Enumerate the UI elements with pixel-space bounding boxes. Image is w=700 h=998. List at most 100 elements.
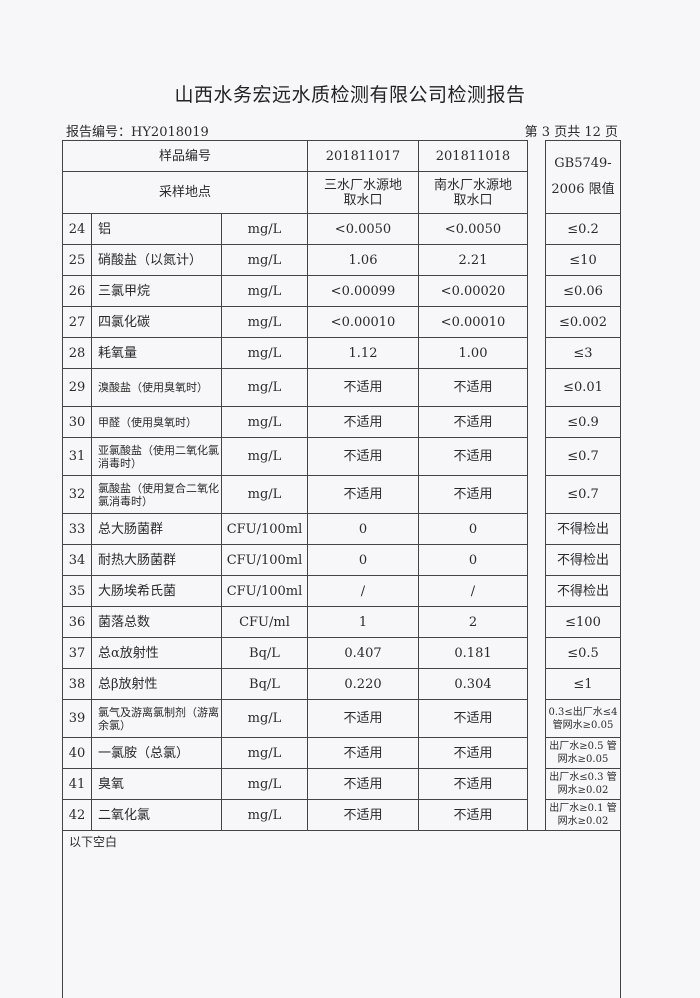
row-number: 42 [62, 799, 92, 831]
table-row: 37 总α放射性 Bq/L 0.407 0.181 ≤0.5 [62, 637, 621, 669]
row-number: 27 [62, 306, 92, 338]
unit: Bq/L [221, 668, 308, 700]
sample2-value: 2 [418, 606, 528, 638]
limit-value: 出厂水≥0.1 管网水≥0.02 [545, 799, 621, 831]
limit-value: ≤0.7 [545, 475, 621, 514]
parameter-name: 溴酸盐（使用臭氧时） [91, 368, 222, 407]
spacer-cell [527, 244, 546, 276]
table-row: 32 氯酸盐（使用复合二氧化氯消毒时） mg/L 不适用 不适用 ≤0.7 [62, 475, 621, 514]
table-row: 42 二氧化氯 mg/L 不适用 不适用 出厂水≥0.1 管网水≥0.02 [62, 799, 621, 831]
spacer-cell [527, 768, 546, 800]
spacer-cell [527, 275, 546, 307]
row-number: 25 [62, 244, 92, 276]
sample1-value: 不适用 [307, 368, 419, 407]
spacer-cell [527, 406, 546, 438]
sample1-value: 不适用 [307, 406, 419, 438]
sample1-value: 0.220 [307, 668, 419, 700]
spacer-cell [527, 637, 546, 669]
sample1-id: 201811017 [307, 140, 419, 172]
spacer-cell [527, 699, 546, 738]
parameter-name: 亚氯酸盐（使用二氧化氯消毒时） [91, 437, 222, 476]
sample1-value: 0 [307, 513, 419, 545]
table-row: 40 一氯胺（总氯） mg/L 不适用 不适用 出厂水≥0.5 管网水≥0.05 [62, 737, 621, 769]
parameter-name: 总α放射性 [91, 637, 222, 669]
unit: mg/L [221, 337, 308, 369]
parameter-name: 铝 [91, 213, 222, 245]
sample1-value: 不适用 [307, 799, 419, 831]
sample2-value: / [418, 575, 528, 607]
table-row: 34 耐热大肠菌群 CFU/100ml 0 0 不得检出 [62, 544, 621, 576]
table-row: 31 亚氯酸盐（使用二氧化氯消毒时） mg/L 不适用 不适用 ≤0.7 [62, 437, 621, 476]
spacer-cell [527, 606, 546, 638]
limit-value: 不得检出 [545, 544, 621, 576]
parameter-name: 耗氧量 [91, 337, 222, 369]
unit: mg/L [221, 368, 308, 407]
sample2-id: 201811018 [418, 140, 528, 172]
limit-value: ≤0.5 [545, 637, 621, 669]
limit-value: ≤10 [545, 244, 621, 276]
limit-value: 出厂水≤0.3 管网水≥0.02 [545, 768, 621, 800]
unit: mg/L [221, 799, 308, 831]
row-number: 38 [62, 668, 92, 700]
spacer-cell [527, 575, 546, 607]
sample1-value: 不适用 [307, 699, 419, 738]
sample1-value: 1 [307, 606, 419, 638]
footer-note: 以下空白 [62, 830, 621, 998]
table-row: 33 总大肠菌群 CFU/100ml 0 0 不得检出 [62, 513, 621, 545]
row-number: 33 [62, 513, 92, 545]
table-row: 28 耗氧量 mg/L 1.12 1.00 ≤3 [62, 337, 621, 369]
table-row: 30 甲醛（使用臭氧时） mg/L 不适用 不适用 ≤0.9 [62, 406, 621, 438]
sample2-value: <0.0050 [418, 213, 528, 245]
sample1-value: <0.00010 [307, 306, 419, 338]
table-row: 27 四氯化碳 mg/L <0.00010 <0.00010 ≤0.002 [62, 306, 621, 338]
limit-value: ≤0.002 [545, 306, 621, 338]
unit: CFU/100ml [221, 575, 308, 607]
spacer-cell [527, 368, 546, 407]
spacer-cell [527, 513, 546, 545]
parameter-name: 总大肠菌群 [91, 513, 222, 545]
limit-value: 不得检出 [545, 513, 621, 545]
table-row: 24 铝 mg/L <0.0050 <0.0050 ≤0.2 [62, 213, 621, 245]
parameter-name: 甲醛（使用臭氧时） [91, 406, 222, 438]
unit: mg/L [221, 768, 308, 800]
spacer-cell [527, 737, 546, 769]
limit-value: ≤3 [545, 337, 621, 369]
sample1-value: 0.407 [307, 637, 419, 669]
parameter-name: 二氧化氯 [91, 799, 222, 831]
parameter-name: 氯酸盐（使用复合二氧化氯消毒时） [91, 475, 222, 514]
limit-value: 0.3≤出厂水≤4 管网水≥0.05 [545, 699, 621, 738]
sample1-value: / [307, 575, 419, 607]
sample2-value: 不适用 [418, 406, 528, 438]
row-number: 34 [62, 544, 92, 576]
unit: mg/L [221, 213, 308, 245]
sample2-value: 2.21 [418, 244, 528, 276]
spacer-cell [527, 306, 546, 338]
sample2-value: 不适用 [418, 737, 528, 769]
parameter-name: 臭氧 [91, 768, 222, 800]
row-number: 24 [62, 213, 92, 245]
unit: CFU/100ml [221, 513, 308, 545]
spacer-cell [527, 337, 546, 369]
sample2-value: 0 [418, 513, 528, 545]
row-number: 32 [62, 475, 92, 514]
sample2-value: <0.00010 [418, 306, 528, 338]
sample1-value: <0.00099 [307, 275, 419, 307]
spacer-cell [527, 475, 546, 514]
unit: mg/L [221, 275, 308, 307]
table-row: 36 菌落总数 CFU/ml 1 2 ≤100 [62, 606, 621, 638]
limit-value: 出厂水≥0.5 管网水≥0.05 [545, 737, 621, 769]
sample2-value: 0.304 [418, 668, 528, 700]
unit: mg/L [221, 437, 308, 476]
sample2-location: 南水厂水源地取水口 [418, 171, 528, 214]
sample1-value: <0.0050 [307, 213, 419, 245]
unit: mg/L [221, 475, 308, 514]
limit-header: GB5749-2006 限值 [545, 140, 621, 214]
parameter-name: 三氯甲烷 [91, 275, 222, 307]
table-row: 29 溴酸盐（使用臭氧时） mg/L 不适用 不适用 ≤0.01 [62, 368, 621, 407]
limit-value: ≤0.2 [545, 213, 621, 245]
table-row: 26 三氯甲烷 mg/L <0.00099 <0.00020 ≤0.06 [62, 275, 621, 307]
parameter-name: 总β放射性 [91, 668, 222, 700]
limit-value: ≤100 [545, 606, 621, 638]
sample2-value: 不适用 [418, 368, 528, 407]
row-number: 41 [62, 768, 92, 800]
